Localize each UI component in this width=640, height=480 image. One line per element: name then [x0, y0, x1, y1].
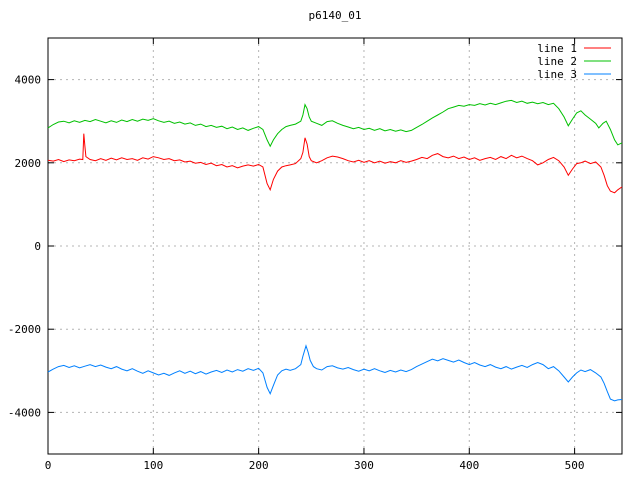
- legend-label-line-2: line 2: [537, 55, 577, 68]
- x-tick-label-500: 500: [565, 459, 585, 472]
- legend-label-line-3: line 3: [537, 68, 577, 81]
- y-tick-label-0: 0: [34, 240, 41, 253]
- x-tick-label-300: 300: [354, 459, 374, 472]
- legend-label-line-1: line 1: [537, 42, 577, 55]
- y-tick-label--4000: -4000: [8, 406, 41, 419]
- y-tick-label-2000: 2000: [15, 157, 42, 170]
- x-tick-label-400: 400: [459, 459, 479, 472]
- chart-title: p6140_01: [308, 9, 362, 22]
- series-line-1: [47, 133, 623, 194]
- x-tick-label-100: 100: [143, 459, 163, 472]
- x-tick-label-0: 0: [45, 459, 52, 472]
- x-tick-label-200: 200: [249, 459, 269, 472]
- y-tick-label--2000: -2000: [8, 323, 41, 336]
- series-line-2: [47, 99, 623, 148]
- series-line-3: [47, 344, 623, 402]
- y-tick-label-4000: 4000: [15, 74, 42, 87]
